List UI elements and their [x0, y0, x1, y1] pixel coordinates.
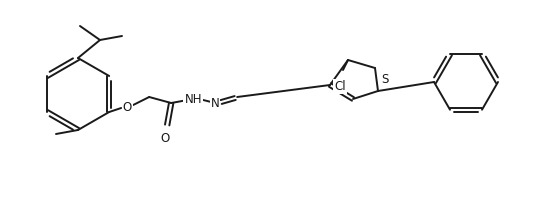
- Text: O: O: [160, 132, 170, 145]
- Text: Cl: Cl: [334, 80, 346, 93]
- Text: O: O: [123, 101, 132, 113]
- Text: N: N: [211, 96, 220, 109]
- Text: NH: NH: [185, 92, 202, 106]
- Text: S: S: [381, 73, 388, 86]
